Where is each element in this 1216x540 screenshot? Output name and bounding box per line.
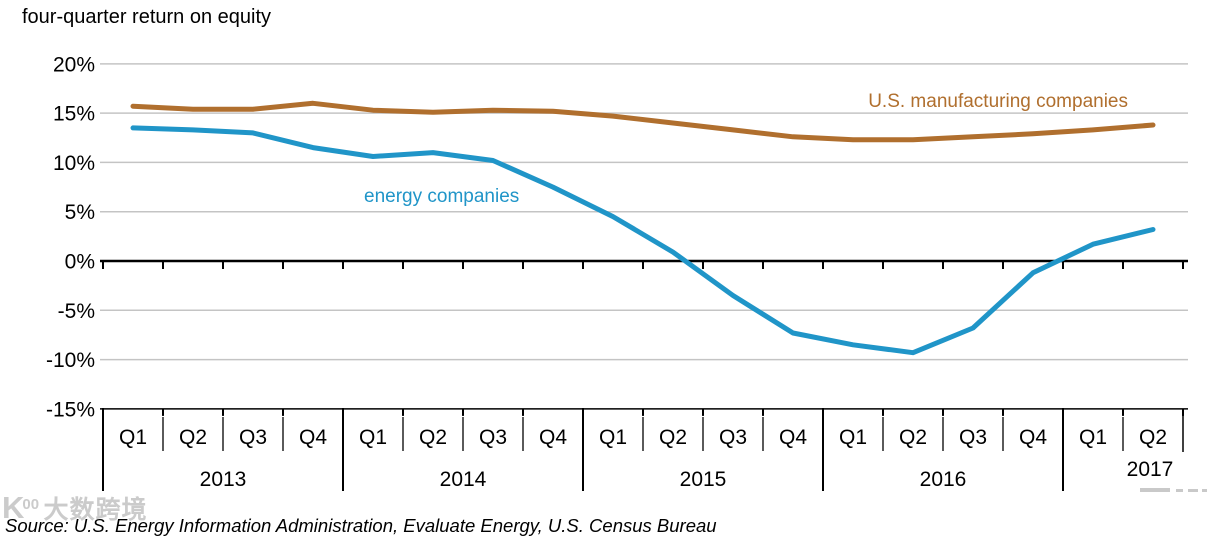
source-citation: Source: U.S. Energy Information Administ…: [5, 515, 717, 536]
quarter-label: Q2: [419, 426, 447, 449]
crop-artifact: [1188, 489, 1198, 492]
quarter-label: Q1: [359, 426, 387, 449]
watermark-sup: 00: [22, 496, 40, 513]
watermark-k: K: [2, 490, 24, 525]
quarter-label: Q1: [599, 426, 627, 449]
y-tick-label: 0%: [65, 251, 95, 274]
y-tick-label: -15%: [46, 398, 95, 421]
y-tick-label: 5%: [65, 201, 95, 224]
quarter-label: Q3: [479, 426, 507, 449]
quarter-label: Q3: [959, 426, 987, 449]
quarter-label: Q3: [719, 426, 747, 449]
series-label: energy companies: [364, 186, 519, 207]
year-label: 2015: [680, 468, 727, 491]
series-line-u-s-manufacturing-companies: [130, 100, 1156, 143]
y-tick-label: -5%: [58, 300, 95, 323]
quarter-label: Q2: [659, 426, 687, 449]
quarter-label: Q4: [1019, 426, 1047, 449]
year-label: 2017: [1127, 458, 1174, 481]
quarter-label: Q1: [119, 426, 147, 449]
year-label: 2016: [920, 468, 967, 491]
year-label: 2013: [200, 468, 247, 491]
series-line-energy-companies: [130, 125, 1156, 356]
crop-artifact: [1202, 489, 1207, 492]
watermark-logo: K00 大数跨境: [2, 492, 148, 523]
chart-title: four-quarter return on equity: [22, 6, 272, 28]
crop-artifact: [1140, 488, 1170, 492]
series-label: U.S. manufacturing companies: [868, 91, 1128, 112]
quarter-label: Q1: [1079, 426, 1107, 449]
quarter-label: Q2: [179, 426, 207, 449]
quarter-label: Q4: [779, 426, 807, 449]
quarter-label: Q3: [239, 426, 267, 449]
year-label: 2014: [440, 468, 487, 491]
y-tick-label: 10%: [53, 152, 95, 175]
y-tick-label: 15%: [53, 103, 95, 126]
y-tick-label: 20%: [53, 53, 95, 76]
quarter-label: Q2: [1139, 426, 1167, 449]
quarter-label: Q4: [539, 426, 567, 449]
y-tick-label: -10%: [46, 349, 95, 372]
quarter-label: Q4: [299, 426, 327, 449]
watermark-cjk-text: 大数跨境: [43, 496, 148, 524]
crop-artifact: [1176, 489, 1183, 492]
quarter-label: Q1: [839, 426, 867, 449]
quarter-label: Q2: [899, 426, 927, 449]
